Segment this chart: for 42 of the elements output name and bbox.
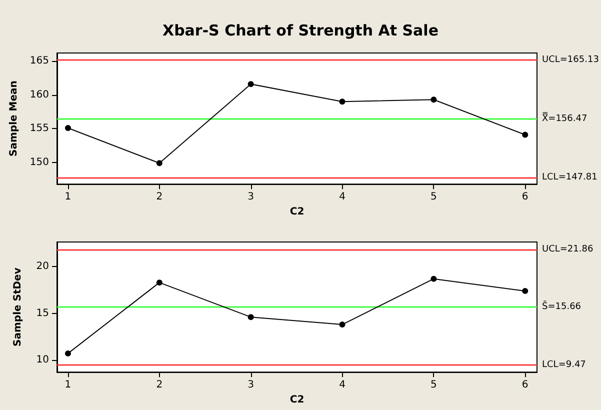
y-axis-title: Sample StDev [12,267,24,346]
y-tick-label: 165 [30,56,49,67]
x-tick-label: 4 [339,380,346,391]
point [522,132,528,138]
point [248,81,254,88]
point [430,276,437,282]
point [156,160,162,166]
y-tick-label: 160 [30,89,49,100]
x-axis-title: C2 [290,394,304,406]
point [339,322,346,328]
y-tick-label: 150 [30,156,49,168]
y-axis-title: Sample Mean [8,80,20,156]
x-tick-label: 3 [248,380,254,391]
x-tick-label: 2 [156,380,163,391]
y-tick-label: 10 [36,354,49,366]
x-tick-label: 3 [248,192,254,203]
point [64,125,71,132]
x-tick-label: 6 [522,192,528,203]
x-tick-label: 6 [522,380,528,391]
ref-line-label: LCL=147.81 [542,172,598,182]
ref-line-label: S̄=15.66 [542,300,582,312]
chart-title: Xbar-S Chart of Strength At Sale [162,22,438,40]
x-axis-title: C2 [290,206,304,218]
x-tick-label: 1 [64,380,72,391]
x-tick-label: 4 [339,192,346,203]
ref-line-label: UCL=21.86 [542,244,594,254]
x-tick-label: 5 [430,192,437,203]
ref-line-label: X̿=156.47 [542,112,588,124]
x-tick-label: 5 [430,380,437,391]
point [339,98,346,105]
y-tick-label: 20 [36,261,49,272]
point [522,288,528,294]
ref-line-label: UCL=165.13 [542,55,599,66]
point [248,314,254,320]
y-tick-label: 155 [30,123,49,134]
point [156,280,162,286]
point [430,96,437,103]
y-tick-label: 15 [36,308,49,319]
x-tick-label: 1 [64,192,72,203]
ref-line-label: LCL=9.47 [542,360,586,370]
x-tick-label: 2 [156,192,163,203]
point [64,350,71,356]
